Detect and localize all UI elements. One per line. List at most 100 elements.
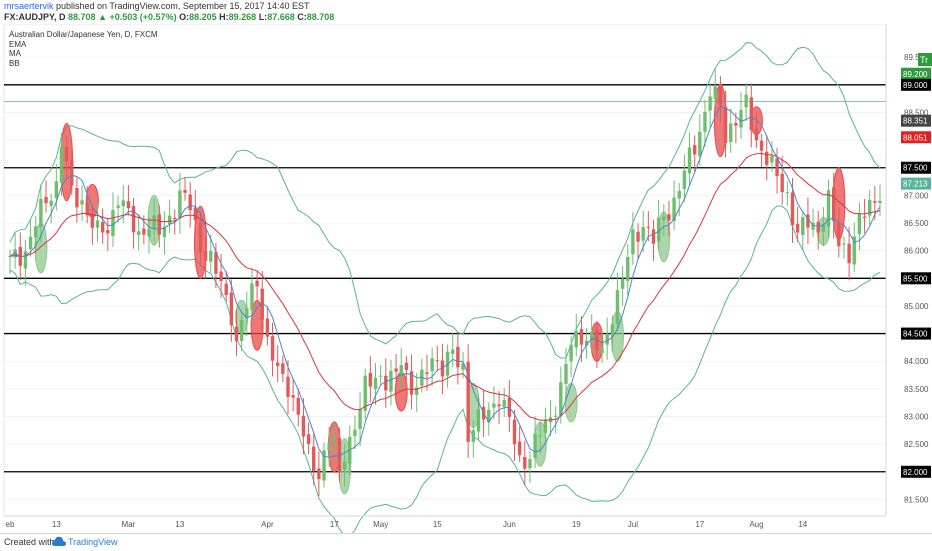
candle xyxy=(734,112,738,144)
candle xyxy=(409,354,414,410)
candle xyxy=(157,205,161,248)
candle xyxy=(456,332,460,385)
indicator-ma[interactable]: MA xyxy=(9,49,21,58)
candle-body xyxy=(610,324,615,336)
candle-body xyxy=(759,140,764,151)
candle xyxy=(270,322,275,377)
candle xyxy=(528,450,532,483)
candle-body xyxy=(723,106,728,143)
candle xyxy=(378,365,383,385)
candle-body xyxy=(651,229,656,244)
candle xyxy=(49,193,53,224)
change-up-icon: ▲ xyxy=(98,12,107,22)
price-label: 85.500 xyxy=(901,272,931,285)
candle-body xyxy=(430,358,434,372)
candle xyxy=(826,179,831,238)
candle-body xyxy=(852,236,856,265)
candle-body xyxy=(878,200,882,204)
candle-body xyxy=(198,222,203,253)
ohlc-line: FX:AUDJPY, D 88.708 ▲ +0.503 (+0.57%) O:… xyxy=(4,12,334,22)
candle-body xyxy=(620,278,625,289)
candle xyxy=(620,265,625,306)
candle xyxy=(857,202,862,251)
candle xyxy=(167,199,172,234)
candle-body xyxy=(250,283,254,311)
candle xyxy=(188,182,192,228)
svg-text:Tr: Tr xyxy=(920,55,928,65)
candle-body xyxy=(80,200,84,205)
candle-body xyxy=(404,362,409,371)
candle-body xyxy=(173,217,177,219)
candle-body xyxy=(389,370,393,392)
candle xyxy=(203,235,208,279)
candle-body xyxy=(605,333,609,345)
price-label-bg xyxy=(901,114,931,127)
x-tick-label: Jul xyxy=(628,520,638,529)
candle xyxy=(342,443,347,488)
candle-body xyxy=(106,229,110,234)
candle-body xyxy=(574,331,578,348)
candle xyxy=(487,402,491,436)
candle xyxy=(821,207,826,247)
candle-body xyxy=(54,181,59,199)
candle xyxy=(147,217,151,254)
price-label-bg xyxy=(901,177,931,190)
candle xyxy=(656,200,661,250)
indicator-ema[interactable]: EMA xyxy=(9,39,27,49)
author-link[interactable]: mrsaertervik xyxy=(4,1,54,11)
y-tick-label: 85.000 xyxy=(904,302,929,311)
candle-body xyxy=(152,215,156,230)
publish-text: published on TradingView.com, September … xyxy=(53,1,310,11)
candle-body xyxy=(183,190,187,193)
candle-body xyxy=(739,109,743,128)
candle-body xyxy=(281,363,285,374)
candle-body xyxy=(409,371,414,395)
x-tick-label: eb xyxy=(6,520,15,529)
horizontal-levels xyxy=(4,84,886,473)
created-with-text: Created with xyxy=(4,537,55,547)
price-label-text: 87.213 xyxy=(903,180,928,189)
candle xyxy=(754,111,759,149)
candle-body xyxy=(147,229,151,237)
time-axis[interactable]: eb 13 Mar 13 Apr 17 May 15 Jun 19 Jul 17 Aug 14 xyxy=(4,515,886,529)
candle xyxy=(100,208,105,244)
publish-line: mrsaertervik published on TradingView.co… xyxy=(4,1,310,11)
candle-body xyxy=(584,340,589,346)
candle-body xyxy=(466,361,470,442)
price-axis[interactable]: 89.50089.00088.50088.00087.50087.00086.5… xyxy=(885,24,929,516)
candle-body xyxy=(806,214,810,228)
x-tick-label: Mar xyxy=(122,520,136,529)
candle-body xyxy=(754,128,759,141)
y-tick-label: 89.500 xyxy=(904,53,929,62)
candle-body xyxy=(559,382,563,416)
candle-body xyxy=(8,256,12,258)
candle-body xyxy=(219,271,223,281)
candle xyxy=(605,317,609,360)
indicator-bb[interactable]: BB xyxy=(9,58,20,68)
candle-body xyxy=(476,409,481,432)
chart-legend: Australian Dollar/Japanese Yen, D, FXCM … xyxy=(9,30,158,68)
candle-body xyxy=(368,373,373,387)
candle xyxy=(615,272,620,332)
candle-body xyxy=(317,468,321,480)
candle xyxy=(34,215,38,255)
candle-body xyxy=(28,236,33,250)
candle xyxy=(44,180,48,213)
tradingview-brand[interactable]: TradingView xyxy=(68,537,118,547)
candle-body xyxy=(729,123,733,142)
candle-body xyxy=(543,419,548,433)
x-tick-label: 14 xyxy=(798,520,807,529)
trade-label[interactable]: Tr xyxy=(918,53,932,66)
candle xyxy=(301,398,306,455)
candle xyxy=(682,154,687,202)
symbol[interactable]: FX:AUDJPY, D xyxy=(4,12,66,22)
candle xyxy=(497,390,501,424)
candle-body xyxy=(780,173,784,192)
candle xyxy=(322,442,326,488)
candle-body xyxy=(162,226,167,238)
candle xyxy=(353,415,357,450)
highlight-ellipses xyxy=(34,84,846,495)
candle xyxy=(435,345,439,372)
price-label-text: 89.000 xyxy=(903,81,928,90)
